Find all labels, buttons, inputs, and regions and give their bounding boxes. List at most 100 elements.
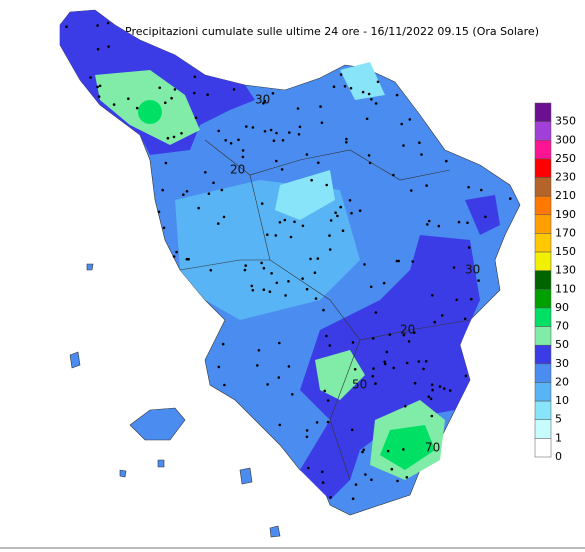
station-dot	[172, 255, 176, 258]
station-dot	[323, 389, 327, 393]
station-dot	[329, 219, 333, 222]
station-dot	[197, 206, 200, 210]
legend-label: 190	[555, 208, 576, 221]
station-dot	[310, 178, 313, 182]
station-dot	[307, 466, 310, 470]
legend-label: 150	[555, 245, 576, 258]
station-dot	[182, 193, 185, 196]
station-dot	[127, 97, 130, 100]
station-dot	[371, 337, 375, 340]
station-dot	[374, 382, 377, 385]
legend-label: 50	[555, 338, 569, 351]
island	[69, 351, 81, 369]
station-dot	[477, 279, 480, 282]
station-dot	[390, 467, 394, 471]
legend-label: 250	[555, 152, 576, 165]
station-dot	[418, 141, 421, 144]
station-dot	[207, 192, 211, 195]
legend-label: 10	[555, 394, 569, 407]
station-dot	[237, 138, 240, 142]
legend-swatch	[534, 326, 552, 346]
station-dot	[291, 393, 294, 396]
station-dot	[204, 171, 207, 174]
station-dot	[250, 284, 254, 288]
station-dot	[97, 95, 101, 98]
station-dot	[320, 121, 324, 124]
station-dot	[405, 361, 409, 365]
station-dot	[284, 294, 287, 297]
legend-label: 0	[555, 450, 562, 463]
legend-swatch	[534, 400, 552, 420]
station-dot	[386, 449, 390, 453]
station-dot	[275, 281, 279, 285]
station-dot	[158, 86, 161, 90]
station-dot	[354, 483, 358, 486]
station-dot	[157, 210, 161, 214]
station-dot	[404, 404, 407, 408]
legend-swatch	[534, 140, 552, 160]
station-dot	[334, 211, 337, 214]
contour-label: 30	[465, 263, 480, 277]
area-5mm	[340, 62, 385, 100]
legend-swatch	[534, 270, 552, 290]
station-dot	[170, 96, 173, 100]
station-dot	[341, 229, 345, 232]
station-dot	[305, 287, 309, 291]
station-dot	[411, 260, 415, 263]
island	[129, 407, 186, 441]
station-dot	[383, 360, 387, 364]
station-dot	[220, 188, 224, 192]
station-dot	[349, 86, 353, 90]
station-dot	[367, 154, 371, 157]
station-dot	[232, 88, 236, 91]
legend-swatch	[534, 158, 552, 178]
legend-label: 90	[555, 301, 569, 314]
station-dot	[374, 102, 378, 105]
province-border	[249, 174, 471, 341]
station-dot	[305, 429, 309, 432]
province-border	[179, 259, 270, 271]
station-dot	[222, 215, 226, 219]
station-dot	[400, 122, 404, 126]
legend-swatch	[534, 419, 552, 439]
station-dot	[351, 341, 355, 344]
station-dot	[370, 98, 373, 101]
station-dot	[314, 297, 318, 300]
station-dot	[427, 395, 431, 399]
legend-swatch	[534, 195, 552, 216]
area-30mm	[300, 235, 480, 500]
station-dot	[251, 126, 255, 129]
station-dot	[326, 399, 330, 402]
station-dot	[287, 280, 290, 283]
station-dot	[466, 221, 469, 225]
map-title: Precipitazioni cumulate sulle ultime 24 …	[125, 25, 539, 38]
legend-swatch	[534, 344, 552, 365]
station-dot	[269, 128, 273, 132]
station-dot	[185, 257, 189, 261]
station-dot	[107, 45, 110, 48]
station-dot	[193, 91, 196, 95]
station-dot	[289, 235, 293, 239]
station-dot	[217, 129, 220, 133]
legend-label: 350	[555, 115, 576, 128]
station-dot	[172, 135, 176, 139]
station-dot	[164, 161, 168, 165]
station-dot	[315, 421, 319, 424]
station-dot	[363, 263, 366, 266]
station-dot	[316, 257, 320, 260]
island	[119, 469, 127, 478]
legend-swatch	[534, 438, 552, 458]
station-dot	[343, 85, 347, 88]
station-dot	[408, 118, 412, 121]
station-dot	[464, 374, 468, 378]
legend-swatch	[534, 289, 552, 309]
station-dot	[353, 368, 357, 371]
station-dot	[424, 359, 428, 363]
station-dot	[422, 367, 425, 371]
station-dot	[206, 93, 209, 96]
station-dot	[194, 116, 198, 119]
station-dot	[260, 202, 264, 205]
station-dot	[223, 383, 226, 387]
station-dot	[262, 266, 266, 270]
legend-swatch	[534, 363, 552, 383]
